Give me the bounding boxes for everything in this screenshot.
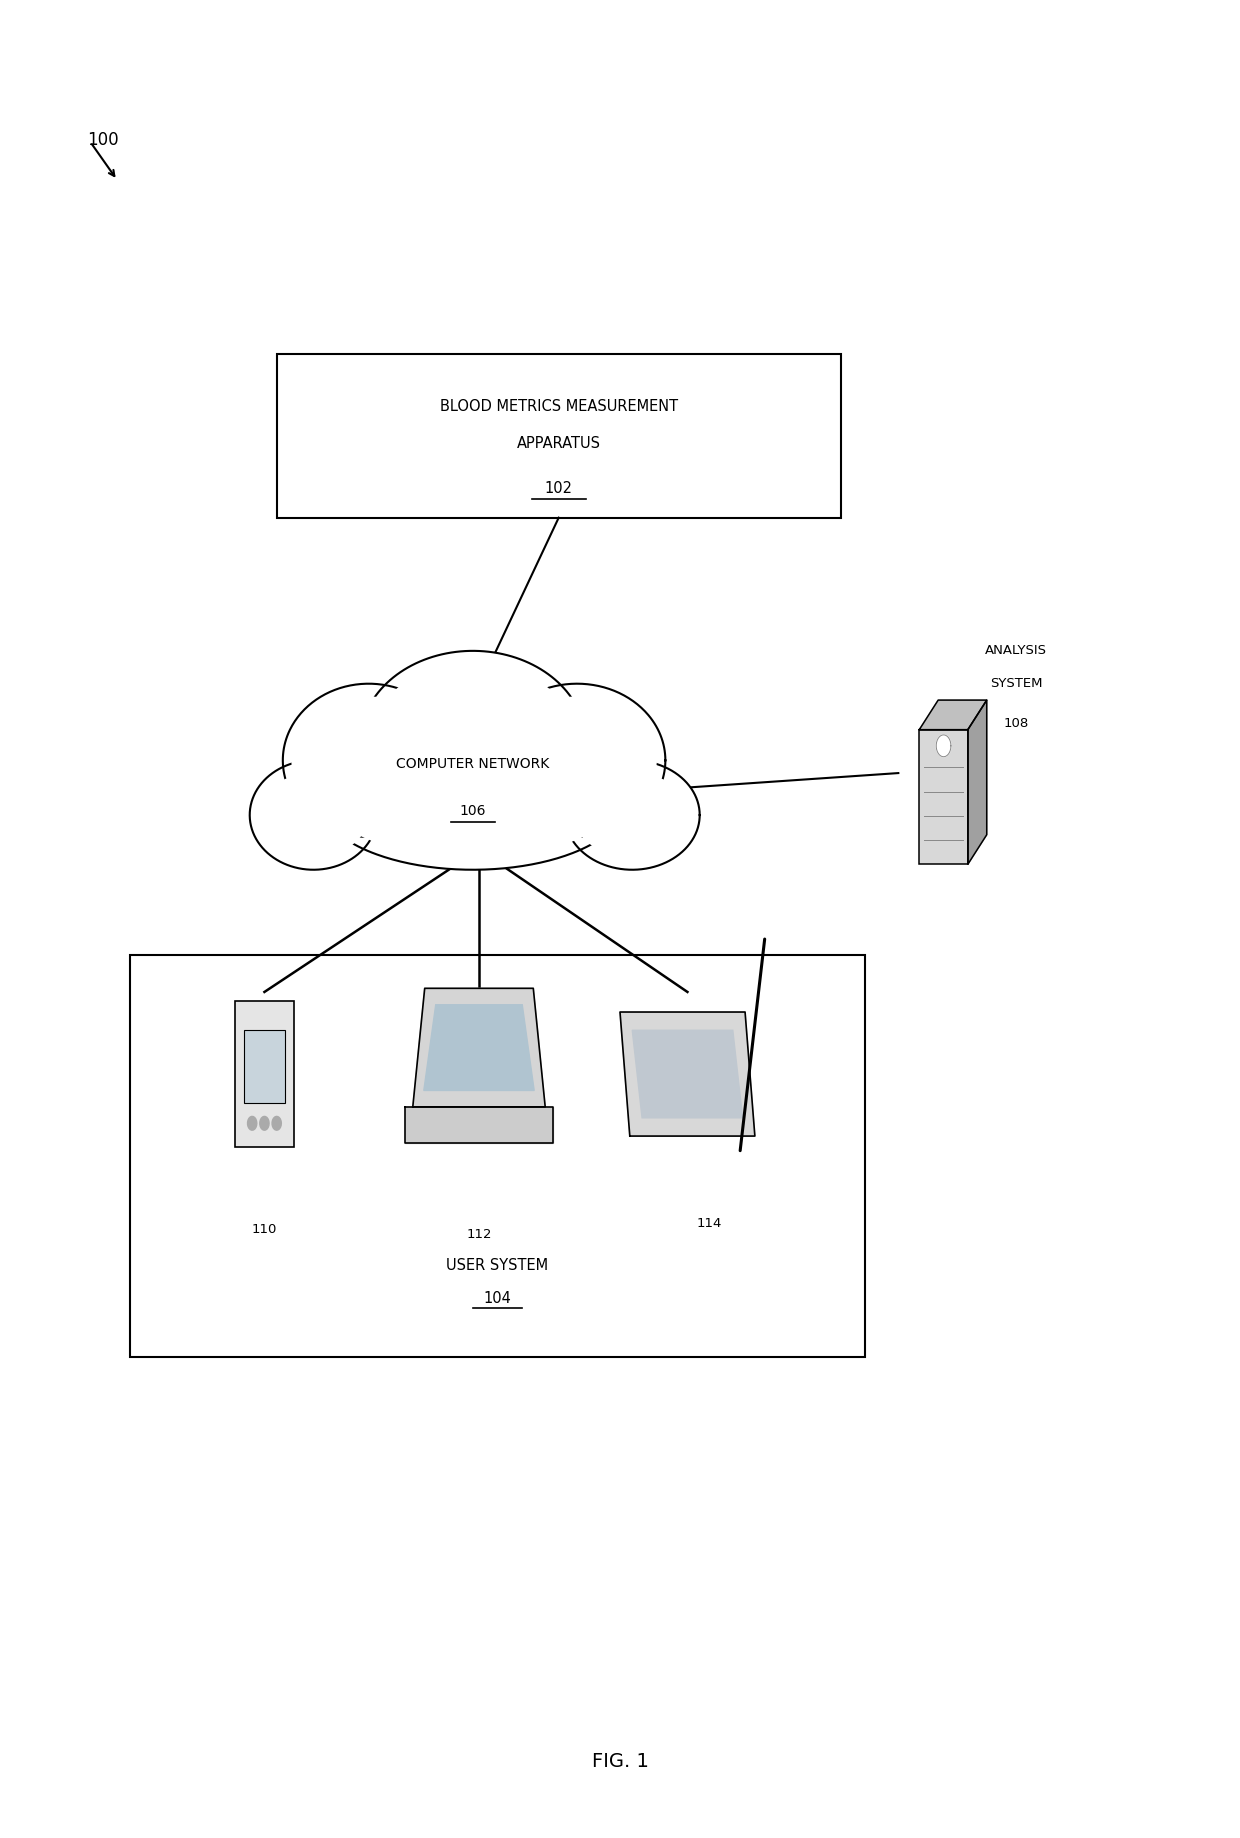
Text: 104: 104 [484, 1290, 511, 1307]
Polygon shape [260, 1116, 269, 1130]
Text: APPARATUS: APPARATUS [517, 436, 600, 452]
Ellipse shape [565, 761, 699, 869]
Text: COMPUTER NETWORK: COMPUTER NETWORK [397, 757, 549, 770]
Polygon shape [968, 700, 987, 864]
Text: 106: 106 [460, 805, 486, 818]
Polygon shape [248, 1116, 257, 1130]
Polygon shape [620, 1013, 755, 1136]
FancyBboxPatch shape [277, 353, 841, 518]
Polygon shape [244, 1031, 285, 1103]
Polygon shape [236, 1002, 294, 1147]
Ellipse shape [489, 684, 666, 836]
Ellipse shape [360, 651, 585, 833]
Ellipse shape [249, 761, 377, 869]
Ellipse shape [573, 774, 691, 857]
Text: 108: 108 [1003, 717, 1029, 730]
Ellipse shape [258, 774, 368, 857]
Text: 110: 110 [252, 1222, 277, 1235]
Text: 102: 102 [544, 482, 573, 496]
Text: FIG. 1: FIG. 1 [591, 1752, 649, 1772]
Polygon shape [272, 1116, 281, 1130]
Text: ANALYSIS: ANALYSIS [985, 645, 1047, 658]
Ellipse shape [283, 684, 455, 836]
Polygon shape [936, 735, 951, 757]
Ellipse shape [497, 697, 657, 823]
FancyBboxPatch shape [129, 956, 866, 1356]
Polygon shape [632, 1031, 743, 1118]
Text: 114: 114 [697, 1217, 722, 1230]
Ellipse shape [329, 744, 618, 857]
Polygon shape [919, 730, 968, 864]
Ellipse shape [368, 664, 577, 820]
Ellipse shape [291, 697, 446, 823]
Polygon shape [919, 700, 987, 730]
Polygon shape [404, 1106, 553, 1143]
Text: 100: 100 [87, 130, 118, 149]
Ellipse shape [320, 732, 626, 869]
Polygon shape [424, 1005, 534, 1090]
Text: BLOOD METRICS MEASUREMENT: BLOOD METRICS MEASUREMENT [440, 399, 678, 414]
Text: 112: 112 [466, 1228, 492, 1241]
Text: USER SYSTEM: USER SYSTEM [446, 1257, 548, 1274]
Polygon shape [413, 989, 546, 1106]
Text: SYSTEM: SYSTEM [990, 676, 1043, 691]
